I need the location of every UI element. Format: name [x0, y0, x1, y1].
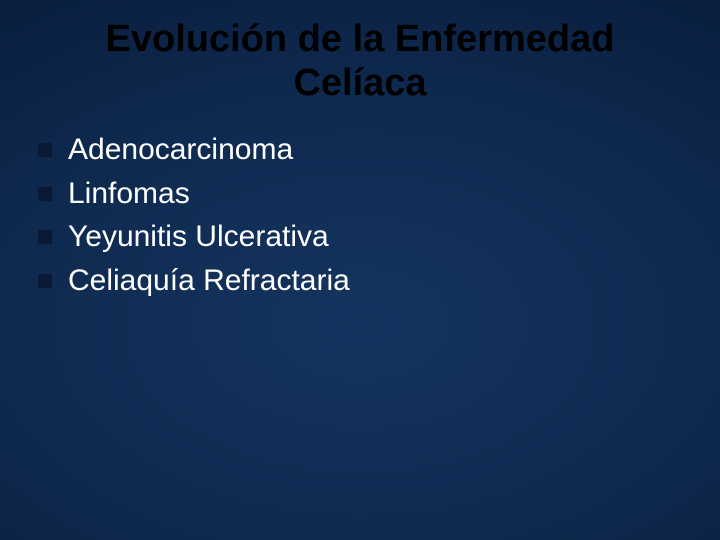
slide: Evolución de la Enfermedad Celíaca Adeno… [0, 0, 720, 540]
bullet-text: Celiaquía Refractaria [68, 262, 350, 300]
bullet-icon [38, 143, 52, 157]
bullet-list: Adenocarcinoma Linfomas Yeyunitis Ulcera… [0, 131, 720, 299]
bullet-text: Yeyunitis Ulcerativa [68, 218, 329, 256]
bullet-icon [38, 274, 52, 288]
list-item: Adenocarcinoma [38, 131, 720, 169]
bullet-text: Adenocarcinoma [68, 131, 293, 169]
bullet-text: Linfomas [68, 175, 190, 213]
list-item: Yeyunitis Ulcerativa [38, 218, 720, 256]
bullet-icon [38, 230, 52, 244]
slide-title: Evolución de la Enfermedad Celíaca [0, 0, 720, 105]
list-item: Linfomas [38, 175, 720, 213]
bullet-icon [38, 187, 52, 201]
list-item: Celiaquía Refractaria [38, 262, 720, 300]
